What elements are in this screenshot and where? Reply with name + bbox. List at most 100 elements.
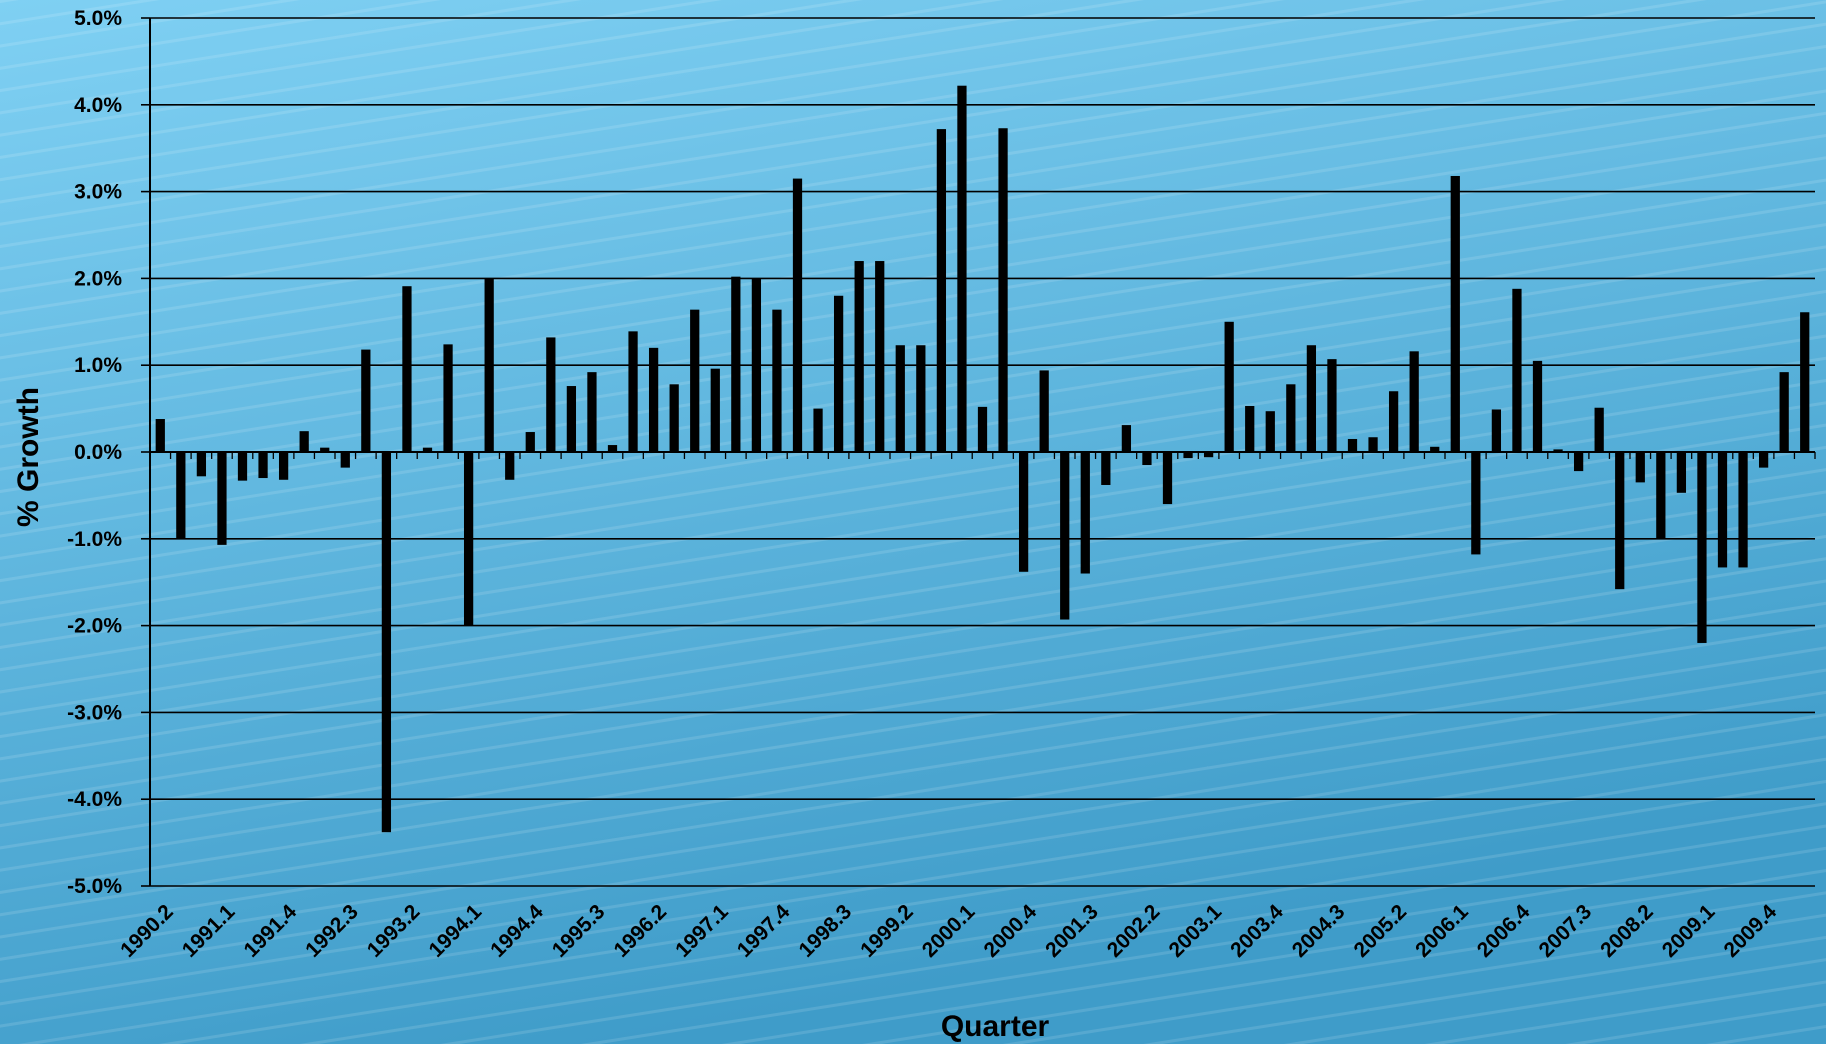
bar [1101, 452, 1111, 485]
bar [1553, 449, 1563, 452]
bar [443, 344, 453, 452]
y-tick-label: 1.0% [74, 354, 122, 377]
bar [1635, 452, 1645, 483]
bar [731, 276, 741, 452]
y-tick-label: -2.0% [67, 615, 122, 638]
bar [875, 261, 885, 452]
bar [895, 345, 905, 452]
bar [1162, 452, 1173, 505]
bar [1245, 405, 1255, 452]
bar [237, 452, 248, 481]
bar [1615, 452, 1625, 590]
bar [340, 452, 350, 468]
y-tick-label: -3.0% [67, 701, 122, 724]
bar [772, 309, 782, 452]
bars [155, 85, 1810, 833]
bar [1717, 452, 1728, 568]
bar [505, 452, 515, 480]
bar [155, 419, 165, 452]
bar [361, 349, 371, 452]
bar [320, 447, 330, 452]
bar [1224, 321, 1234, 452]
bar [1388, 391, 1399, 452]
bar [1080, 452, 1090, 574]
bar [669, 384, 679, 452]
y-tick-label: -5.0% [67, 875, 122, 898]
bar [916, 345, 926, 452]
bar [217, 452, 227, 545]
y-tick-label: -4.0% [67, 788, 122, 811]
bar [936, 129, 947, 452]
bar [1409, 351, 1419, 452]
bar [1121, 425, 1132, 452]
bar [977, 406, 988, 452]
bar [463, 452, 474, 626]
bar [1594, 407, 1604, 452]
bar [1532, 360, 1543, 452]
bar [607, 445, 618, 452]
bar [1491, 409, 1502, 452]
bar [381, 452, 392, 833]
bar [402, 286, 412, 452]
x-axis-title: Quarter [941, 1010, 1050, 1043]
bar [566, 386, 577, 452]
bar [1512, 288, 1522, 452]
bar [1039, 370, 1049, 452]
bar [1800, 312, 1810, 452]
bar [998, 128, 1008, 452]
bar [710, 368, 720, 452]
bar [1758, 452, 1769, 468]
bar [1368, 437, 1378, 452]
bar [484, 278, 494, 452]
bar [690, 309, 700, 452]
y-tick-label: 5.0% [74, 7, 122, 30]
bar [1430, 446, 1440, 452]
bar [1697, 452, 1707, 643]
bar [1060, 452, 1070, 620]
bar [546, 337, 556, 452]
bar [1203, 452, 1214, 458]
bar [751, 278, 762, 452]
bar [1327, 359, 1337, 452]
bar [196, 452, 207, 477]
bar [587, 372, 597, 452]
y-tick-label: 2.0% [74, 267, 122, 290]
bar [854, 261, 864, 452]
bar [1347, 438, 1358, 452]
bar [1286, 384, 1296, 452]
bar [299, 431, 309, 452]
bar [1656, 452, 1666, 539]
bar [176, 452, 186, 539]
bar [258, 452, 268, 479]
bar [1779, 372, 1789, 452]
bar [1573, 452, 1584, 472]
y-tick-label: 0.0% [74, 441, 122, 464]
bar [1265, 411, 1275, 452]
y-tick-labels: 5.0% 4.0% 3.0% 2.0% 1.0% 0.0% -1.0% -2.0% -3.0% -… [67, 7, 122, 898]
bar [628, 331, 638, 452]
y-tick-label: -1.0% [67, 528, 122, 551]
y-tick-label: 3.0% [74, 181, 122, 204]
y-tick-label: 4.0% [74, 94, 122, 117]
bar [1306, 345, 1317, 452]
bar [1450, 175, 1460, 452]
bar [1183, 452, 1193, 459]
bar [1018, 452, 1029, 572]
bar [648, 347, 659, 452]
bar [278, 452, 289, 480]
bar [1676, 452, 1687, 493]
bar [813, 408, 823, 452]
bar [422, 447, 433, 452]
bar [833, 295, 844, 452]
bar [525, 432, 535, 452]
bar [1471, 452, 1481, 555]
bar [1142, 452, 1152, 466]
bar [1738, 452, 1748, 568]
bar [792, 178, 803, 452]
axes [149, 18, 1816, 886]
y-axis-title: % Growth [12, 387, 45, 527]
bar [957, 85, 967, 452]
